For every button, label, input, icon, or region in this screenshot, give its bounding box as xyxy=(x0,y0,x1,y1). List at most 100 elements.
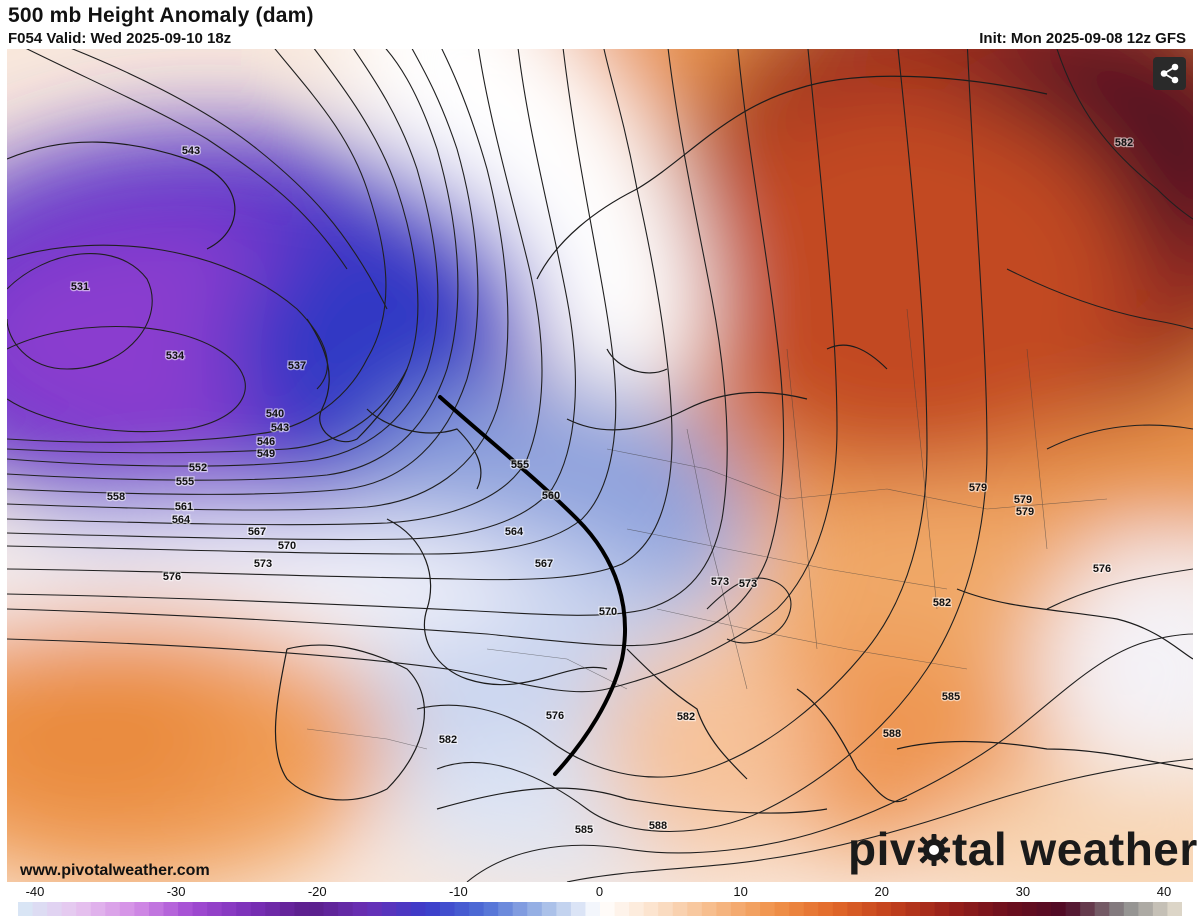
colorbar-segment xyxy=(701,902,717,916)
contour-label: 579 xyxy=(1014,494,1032,506)
contour-label: 543 xyxy=(182,145,200,157)
colorbar-segment xyxy=(294,902,310,916)
colorbar-segment xyxy=(803,902,819,916)
colorbar-segment xyxy=(498,902,514,916)
contour-label: 582 xyxy=(439,734,457,746)
colorbar-tick-label: 10 xyxy=(733,884,748,899)
colorbar-segment xyxy=(483,902,499,916)
colorbar-segment xyxy=(338,902,354,916)
contour-label: 579 xyxy=(1016,506,1034,518)
colorbar-segment xyxy=(381,902,397,916)
colorbar-segment xyxy=(265,902,281,916)
colorbar-segment xyxy=(76,902,92,916)
contour-label: 543 xyxy=(271,422,289,434)
colorbar-segment xyxy=(221,902,237,916)
colorbar-segment xyxy=(876,902,892,916)
colorbar-segment xyxy=(978,902,994,916)
colorbar-segment xyxy=(774,902,790,916)
colorbar-segment xyxy=(207,902,223,916)
contour-label: 582 xyxy=(1115,137,1133,149)
contour-label: 585 xyxy=(942,691,960,703)
colorbar-segment xyxy=(396,902,412,916)
contour-label: 534 xyxy=(166,350,185,362)
contour-label: 570 xyxy=(599,606,617,618)
colorbar-tick-label: -10 xyxy=(448,884,468,899)
colorbar-segment xyxy=(1080,902,1096,916)
contour-label: 564 xyxy=(505,526,524,538)
colorbar-segment xyxy=(745,902,761,916)
colorbar-segment xyxy=(949,902,965,916)
colorbar-segment xyxy=(279,902,295,916)
contour-label: 560 xyxy=(542,490,560,502)
colorbar-segment xyxy=(760,902,776,916)
trough-axis-line xyxy=(438,395,627,776)
colorbar-segment xyxy=(1167,902,1182,916)
contour-label: 588 xyxy=(883,728,901,740)
share-button[interactable] xyxy=(1153,57,1186,90)
contour-label: 546 xyxy=(257,436,275,448)
colorbar-segment xyxy=(818,902,834,916)
colorbar-segment xyxy=(454,902,470,916)
logo-text-end: tal weather xyxy=(951,823,1198,875)
contour-label: 549 xyxy=(257,448,275,460)
colorbar-segment xyxy=(1051,902,1067,916)
contour-label: 555 xyxy=(176,476,194,488)
colorbar-segment xyxy=(352,902,368,916)
contour-label: 573 xyxy=(739,578,757,590)
colorbar-segment xyxy=(367,902,383,916)
colorbar-segment xyxy=(891,902,907,916)
colorbar-segment xyxy=(992,902,1008,916)
colorbar-segment xyxy=(47,902,63,916)
contour-label: 582 xyxy=(677,711,695,723)
colorbar-segment xyxy=(32,902,48,916)
colorbar-segment xyxy=(119,902,135,916)
colorbar-segment xyxy=(134,902,150,916)
colorbar-segment xyxy=(148,902,164,916)
share-icon xyxy=(1160,63,1179,84)
contour-label: 585 xyxy=(575,824,593,836)
contour-label: 570 xyxy=(278,540,296,552)
pivotal-weather-logo: piv tal weather xyxy=(848,826,1198,872)
colorbar-tick-label: -20 xyxy=(307,884,327,899)
contour-label: 567 xyxy=(535,558,553,570)
map-title: 500 mb Height Anomaly (dam) xyxy=(8,4,314,27)
contour-label: 588 xyxy=(649,820,667,832)
colorbar-segment xyxy=(614,902,630,916)
colorbar-segment xyxy=(178,902,194,916)
colorbar-segment xyxy=(585,902,601,916)
colorbar-segment xyxy=(832,902,848,916)
colorbar-segment xyxy=(1007,902,1023,916)
colorbar-segment xyxy=(410,902,426,916)
colorbar-segment xyxy=(439,902,455,916)
colorbar-tick-label: -30 xyxy=(166,884,186,899)
colorbar-segment xyxy=(90,902,106,916)
colorbar-tick-label: -40 xyxy=(25,884,45,899)
colorbar xyxy=(18,902,1182,916)
contour-labels: 5435315345375405435465495525555585615645… xyxy=(70,136,1135,838)
borders xyxy=(306,308,1108,750)
colorbar-segment xyxy=(469,902,485,916)
contour-label: 576 xyxy=(163,571,181,583)
colorbar-segment xyxy=(1138,902,1154,916)
colorbar-segment xyxy=(61,902,77,916)
colorbar-segment xyxy=(1094,902,1110,916)
colorbar-segment xyxy=(600,902,616,916)
contour-label: 564 xyxy=(172,514,191,526)
colorbar-segment xyxy=(643,902,659,916)
contour-label: 573 xyxy=(711,576,729,588)
colorbar-segment xyxy=(629,902,645,916)
colorbar-segment xyxy=(527,902,543,916)
colorbar-segment xyxy=(920,902,936,916)
contour-label: 573 xyxy=(254,558,272,570)
contour-label: 576 xyxy=(546,710,564,722)
colorbar-segment xyxy=(309,902,325,916)
colorbar-segment xyxy=(323,902,339,916)
anomaly-map[interactable]: 5435315345375405435465495525555585615645… xyxy=(7,49,1193,882)
colorbar-segment xyxy=(934,902,950,916)
colorbar-segment xyxy=(672,902,688,916)
valid-time: F054 Valid: Wed 2025-09-10 18z xyxy=(8,30,232,47)
website-url[interactable]: www.pivotalweather.com xyxy=(20,862,210,879)
colorbar-segment xyxy=(1065,902,1081,916)
contour-label: 531 xyxy=(71,281,89,293)
contour-label: 561 xyxy=(175,501,193,513)
